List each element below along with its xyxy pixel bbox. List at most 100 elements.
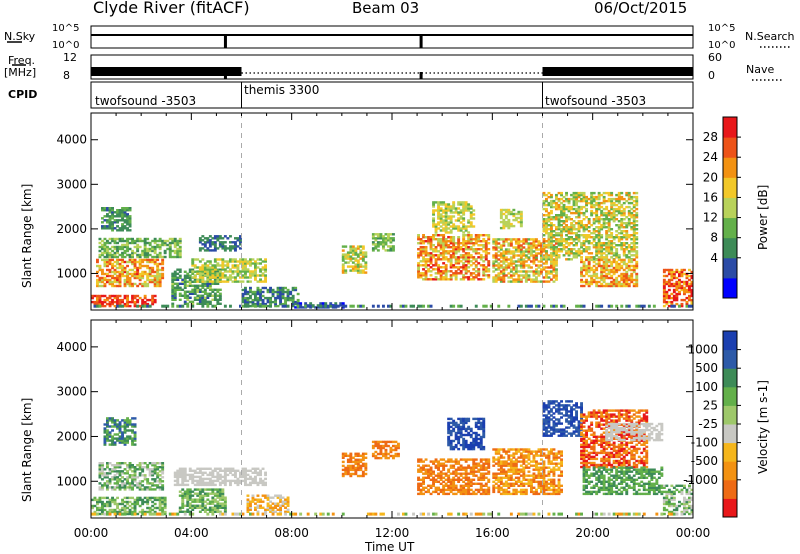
power-data-cell	[186, 298, 190, 301]
power-data-cell	[181, 280, 185, 283]
velocity-data-cell	[138, 498, 142, 502]
power-data-cell	[605, 191, 609, 195]
power-data-cell	[607, 197, 611, 201]
power-data-cell	[607, 250, 611, 253]
velocity-data-cell	[178, 510, 182, 513]
velocity-data-cell	[188, 477, 192, 481]
power-data-cell	[592, 222, 596, 225]
power-data-cell	[126, 274, 129, 278]
power-data-cell	[442, 244, 446, 247]
power-data-cell	[582, 205, 586, 209]
power-data-cell	[627, 234, 631, 237]
power-data-cell	[221, 258, 225, 261]
power-data-cell	[106, 247, 109, 251]
power-data-cell	[447, 252, 451, 255]
power-data-cell	[527, 250, 531, 253]
power-data-cell	[168, 245, 172, 249]
power-data-cell	[502, 278, 506, 281]
power-data-cell	[575, 256, 578, 259]
power-data-cell	[617, 220, 621, 223]
power-data-cell	[622, 236, 626, 239]
power-data-cell	[376, 304, 380, 308]
velocity-data-cell	[286, 508, 290, 511]
power-data-cell	[432, 219, 435, 222]
velocity-data-cell	[101, 472, 104, 475]
velocity-data-cell	[126, 486, 129, 489]
power-colorbar-segment	[723, 137, 737, 158]
power-data-cell	[148, 278, 152, 282]
velocity-data-cell	[226, 469, 230, 472]
velocity-data-cell	[131, 488, 134, 491]
power-data-cell	[507, 222, 511, 226]
power-data-cell	[625, 199, 629, 203]
power-data-cell	[156, 280, 160, 284]
power-data-cell	[632, 230, 636, 233]
power-data-cell	[630, 258, 634, 262]
power-data-cell	[98, 268, 102, 272]
velocity-data-cell	[221, 504, 225, 507]
power-data-cell	[610, 191, 614, 195]
power-data-cell	[484, 246, 488, 249]
power-data-cell	[432, 209, 435, 212]
velocity-data-cell	[216, 473, 220, 477]
power-data-cell	[259, 294, 262, 298]
velocity-data-cell	[213, 494, 217, 497]
velocity-data-cell	[341, 464, 345, 468]
power-data-cell	[218, 278, 222, 281]
power-data-cell	[422, 248, 425, 251]
power-data-cell	[570, 222, 573, 225]
power-data-cell	[118, 264, 122, 268]
power-data-cell	[387, 233, 390, 236]
power-data-cell	[108, 215, 112, 218]
power-data-cell	[587, 282, 591, 286]
power-data-cell	[562, 244, 566, 247]
power-data-cell	[221, 241, 225, 244]
velocity-data-cell	[256, 500, 260, 503]
power-data-cell	[452, 223, 456, 226]
velocity-data-cell	[123, 478, 127, 481]
power-data-cell	[605, 264, 609, 268]
power-data-cell	[118, 304, 122, 308]
power-data-cell	[284, 290, 287, 294]
power-data-cell	[359, 269, 363, 272]
power-data-cell	[459, 248, 463, 251]
velocity-data-cell	[208, 471, 212, 474]
power-data-cell	[234, 260, 237, 263]
velocity-data-cell	[208, 467, 212, 470]
power-data-cell	[249, 288, 252, 292]
velocity-data-cell	[128, 510, 132, 514]
power-data-cell	[163, 251, 167, 255]
power-data-cell	[565, 220, 568, 223]
power-data-cell	[101, 276, 104, 280]
velocity-data-cell	[193, 500, 197, 503]
power-data-cell	[627, 252, 631, 255]
power-data-cell	[191, 300, 195, 303]
power-data-cell	[151, 300, 155, 304]
velocity-data-cell	[239, 479, 242, 483]
velocity-data-cell	[269, 510, 272, 513]
power-data-cell	[610, 304, 614, 308]
velocity-data-cell	[116, 470, 119, 473]
power-data-cell	[281, 304, 285, 308]
power-data-cell	[437, 207, 440, 210]
power-data-cell	[632, 191, 636, 195]
power-data-cell	[111, 217, 114, 220]
power-data-cell	[535, 248, 538, 251]
power-data-cell	[261, 274, 265, 277]
power-data-cell	[497, 262, 501, 265]
power-data-cell	[437, 221, 440, 224]
power-data-cell	[218, 294, 222, 297]
power-data-cell	[289, 298, 293, 302]
power-data-cell	[379, 237, 383, 240]
power-data-cell	[635, 260, 639, 264]
power-data-cell	[234, 266, 237, 269]
power-data-cell	[216, 239, 220, 242]
velocity-data-cell	[128, 466, 132, 469]
power-data-cell	[514, 280, 518, 283]
velocity-data-cell	[103, 482, 107, 485]
power-data-cell	[545, 224, 548, 227]
power-data-cell	[577, 252, 581, 255]
power-data-cell	[231, 280, 235, 283]
power-data-cell	[602, 242, 606, 245]
velocity-data-cell	[121, 441, 124, 444]
